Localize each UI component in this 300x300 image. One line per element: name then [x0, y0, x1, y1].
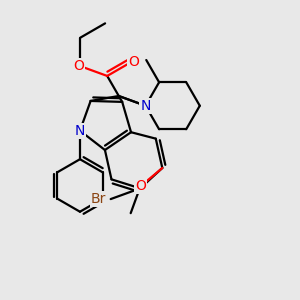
Text: N: N: [75, 124, 85, 138]
Text: Br: Br: [91, 192, 106, 206]
Text: O: O: [135, 179, 146, 193]
Text: N: N: [140, 99, 151, 113]
Text: O: O: [128, 55, 139, 69]
Text: O: O: [74, 59, 84, 73]
